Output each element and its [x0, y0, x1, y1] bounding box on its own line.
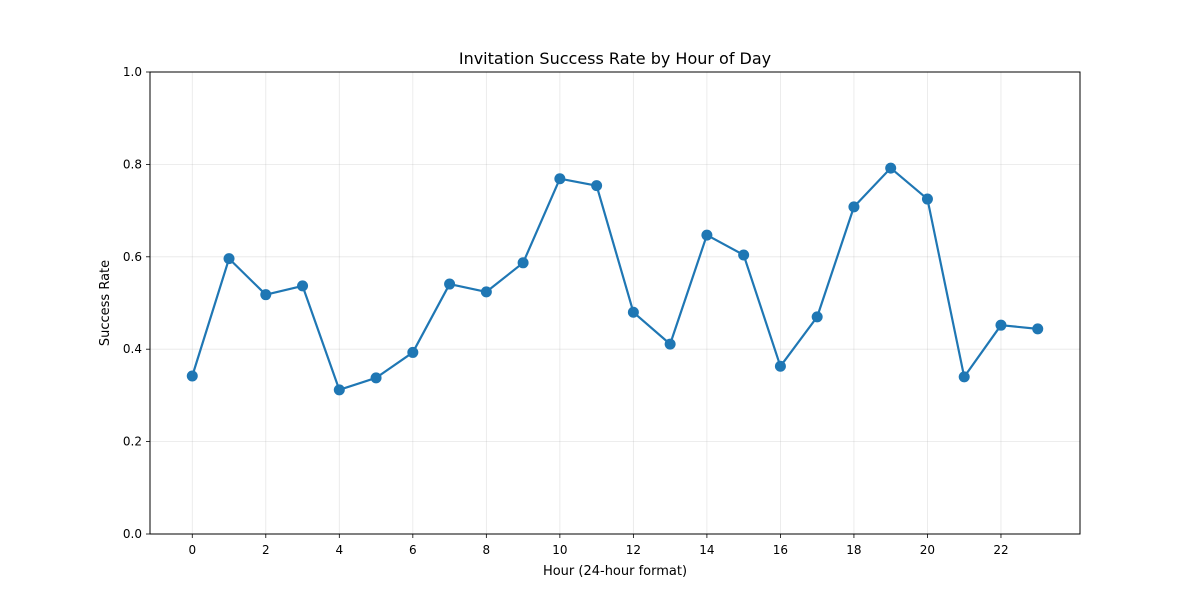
x-tick-label: 4 — [335, 543, 343, 557]
data-point — [186, 370, 198, 382]
data-point — [958, 371, 970, 383]
data-point — [774, 360, 786, 372]
data-point — [407, 346, 419, 358]
x-axis-label: Hour (24-hour format) — [543, 564, 687, 579]
data-point — [811, 311, 823, 323]
y-axis-label: Success Rate — [98, 260, 113, 346]
x-tick-label: 10 — [552, 543, 567, 557]
x-tick-label: 16 — [773, 543, 788, 557]
x-tick-label: 6 — [409, 543, 417, 557]
data-point — [627, 306, 639, 318]
y-tick-label: 0.8 — [123, 157, 142, 171]
data-point — [370, 372, 382, 384]
data-point — [738, 249, 750, 261]
data-point — [885, 162, 897, 174]
x-tick-label: 0 — [188, 543, 196, 557]
data-point — [995, 319, 1007, 331]
x-tick-label: 12 — [626, 543, 641, 557]
data-point — [664, 338, 676, 350]
data-point — [480, 286, 492, 298]
data-point — [921, 193, 933, 205]
series-line — [191, 166, 1039, 391]
data-point — [1032, 323, 1044, 335]
y-tick-label: 1.0 — [123, 65, 142, 79]
series-layer — [186, 162, 1044, 396]
y-tick-label: 0.6 — [123, 250, 142, 264]
x-tick-label: 2 — [262, 543, 270, 557]
data-point — [333, 384, 345, 396]
data-point — [591, 180, 603, 192]
data-point — [260, 289, 272, 301]
x-tick-label: 14 — [699, 543, 714, 557]
x-tick-label: 20 — [920, 543, 935, 557]
data-point — [517, 257, 529, 269]
ticks-layer: 0 2 4 6 8 10 12 14 16 18 20 22 0.0 0.2 0.4 0.6 0.8 1.0 — [123, 65, 1009, 557]
data-point — [444, 278, 456, 290]
data-point — [554, 173, 566, 185]
plot-frame — [149, 71, 1081, 535]
data-point — [701, 229, 713, 241]
y-tick-label: 0.4 — [123, 342, 142, 356]
y-tick-label: 0.2 — [123, 435, 142, 449]
chart-title: Invitation Success Rate by Hour of Day — [459, 49, 771, 68]
data-point — [848, 201, 860, 213]
x-tick-label: 18 — [846, 543, 861, 557]
y-tick-label: 0.0 — [123, 527, 142, 541]
x-tick-label: 8 — [483, 543, 491, 557]
data-point — [223, 253, 235, 265]
data-point — [297, 280, 309, 292]
grid-layer — [150, 71, 1080, 535]
x-tick-label: 22 — [993, 543, 1008, 557]
